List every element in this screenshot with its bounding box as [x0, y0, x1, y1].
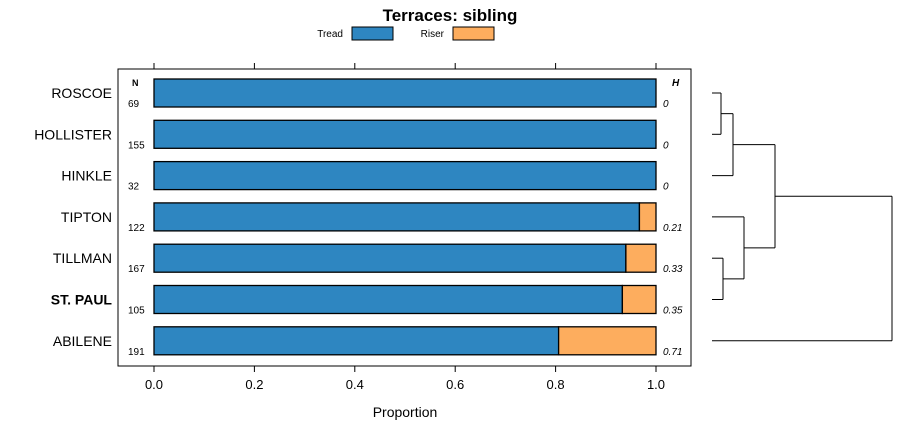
n-value: 191	[128, 347, 145, 358]
n-value: 32	[128, 182, 140, 193]
x-tick-label: 0.6	[446, 377, 464, 392]
h-value: 0.35	[663, 306, 683, 317]
chart-title: Terraces: sibling	[383, 6, 518, 25]
bar-row: ROSCOE 69 0	[51, 78, 669, 110]
bar-segment-riser	[638, 202, 657, 232]
n-value: 167	[128, 264, 145, 275]
x-axis-label: Proportion	[373, 404, 438, 420]
legend-label-riser: Riser	[421, 29, 445, 40]
bar-segment-riser	[557, 326, 657, 356]
bar-segment-riser	[625, 243, 657, 273]
n-value: 105	[128, 306, 145, 317]
bar-segment-riser	[621, 284, 657, 315]
bar-rows: ROSCOE 69 0 HOLLISTER 155 0 HINKLE 32 0 TIPTON 122…	[34, 78, 683, 358]
bar-row: TILLMAN 167 0.33	[53, 243, 683, 275]
h-value: 0	[663, 140, 669, 151]
bar-row: HOLLISTER 155 0	[34, 119, 669, 151]
h-value: 0	[663, 99, 669, 110]
legend-label-tread: Tread	[317, 29, 343, 40]
n-column-header: N	[132, 78, 139, 88]
legend: Tread Riser	[317, 26, 495, 41]
x-tick-label: 0.8	[547, 377, 565, 392]
category-label: ABILENE	[53, 333, 112, 349]
plot-frame	[117, 68, 692, 367]
category-label: TILLMAN	[53, 250, 112, 266]
bar-segment-tread	[153, 202, 641, 232]
legend-swatch-riser	[452, 26, 495, 41]
n-value: 155	[128, 140, 145, 151]
h-value: 0	[663, 182, 669, 193]
x-tick-label: 0.0	[145, 377, 163, 392]
n-value: 69	[128, 99, 140, 110]
h-value: 0.33	[663, 264, 683, 275]
bar-segment-tread	[153, 78, 657, 108]
x-tick-label: 1.0	[647, 377, 665, 392]
bar-segment-tread	[153, 284, 624, 315]
category-label: ST. PAUL	[51, 292, 113, 308]
bar-row: ABILENE 191 0.71	[53, 326, 682, 358]
h-value: 0.71	[663, 347, 682, 358]
x-axis: 0.0 0.2 0.4 0.6 0.8 1.0	[145, 63, 665, 392]
category-label: HINKLE	[61, 168, 112, 184]
h-column-header: H	[672, 78, 680, 89]
legend-swatch-tread	[351, 26, 394, 41]
bar-segment-tread	[153, 243, 627, 273]
bar-row: ST. PAUL 105 0.35	[51, 284, 683, 317]
h-value: 0.21	[663, 223, 682, 234]
bar-segment-tread	[153, 326, 560, 356]
category-label: TIPTON	[61, 209, 112, 225]
x-tick-label: 0.4	[346, 377, 364, 392]
bar-segment-tread	[153, 119, 657, 149]
x-tick-label: 0.2	[245, 377, 263, 392]
bar-row: HINKLE 32 0	[61, 160, 669, 193]
category-label: ROSCOE	[51, 85, 112, 101]
dendrogram	[712, 92, 893, 342]
category-label: HOLLISTER	[34, 126, 112, 142]
bar-row: TIPTON 122 0.21	[61, 202, 682, 234]
n-value: 122	[128, 223, 145, 234]
bar-segment-tread	[153, 160, 657, 191]
